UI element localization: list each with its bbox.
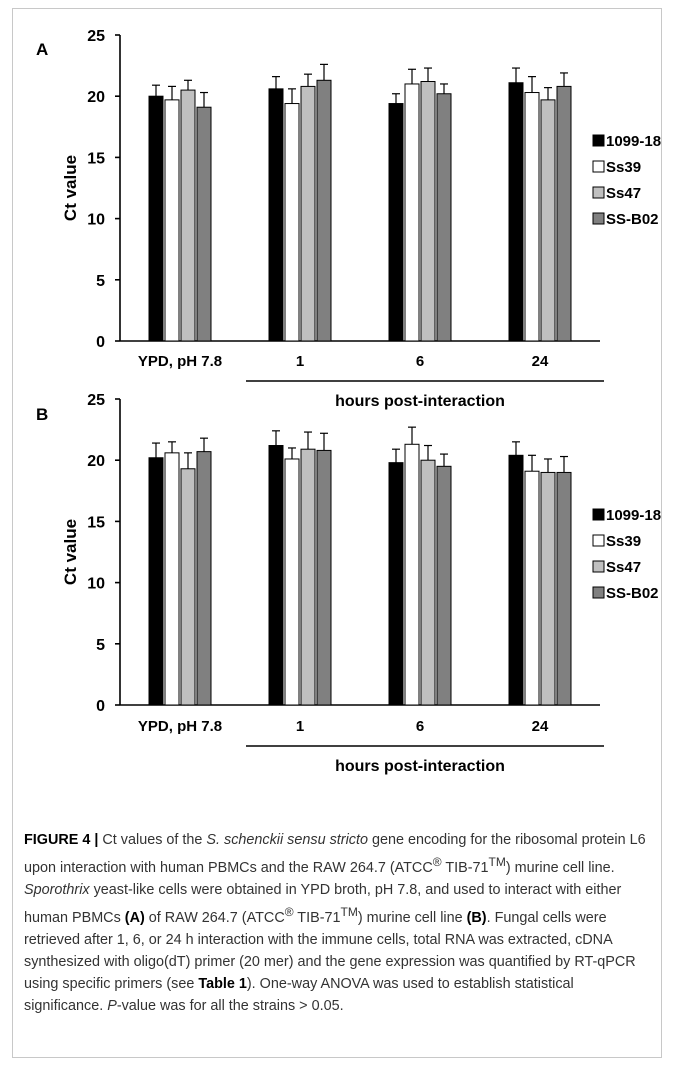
caption-text: . Fungal cells were retrieved after 1, 6… (24, 909, 636, 992)
bar (556, 85, 572, 342)
bar (316, 79, 332, 342)
bar (316, 449, 332, 706)
x-tick-label: 24 (532, 718, 549, 735)
bar (196, 106, 212, 342)
legend-swatch (592, 586, 605, 599)
caption-p: P (107, 997, 117, 1014)
caption-text: -value was for all the strains > 0.05. (116, 997, 344, 1014)
y-axis-title: Ct value (61, 155, 80, 221)
bar (196, 451, 212, 706)
x-tick-label: 24 (532, 353, 549, 370)
caption-text: ). One-way ANOVA was used to establish s… (24, 975, 574, 1014)
legend-label: SS-B02 (606, 211, 659, 228)
bar (508, 82, 524, 342)
bar (300, 448, 316, 706)
bar (524, 470, 540, 706)
caption-text: Ct values of the (98, 832, 207, 848)
bar (284, 103, 300, 342)
bar (180, 89, 196, 342)
y-tick-label: 0 (96, 334, 105, 351)
bar (420, 459, 436, 706)
caption-panel-ref-b: (B) (466, 909, 487, 926)
y-tick-label: 15 (87, 150, 105, 167)
bar (508, 454, 524, 706)
x-tick-label: 1 (296, 718, 304, 735)
bar (540, 471, 556, 706)
legend-swatch (592, 186, 605, 199)
bar (540, 99, 556, 342)
legend-label: Ss39 (606, 159, 641, 176)
bar (300, 85, 316, 342)
bar (556, 471, 572, 706)
legend-label: Ss47 (606, 185, 641, 202)
x-tick-label: 6 (416, 353, 424, 370)
y-tick-label: 25 (87, 28, 105, 45)
x-tick-label: YPD, pH 7.8 (138, 718, 222, 735)
legend-label: 1099-18 (606, 507, 661, 524)
bar (404, 443, 420, 706)
caption-figure-label: FIGURE 4 | (24, 832, 99, 848)
panel-label: B (36, 405, 48, 424)
bar (268, 88, 284, 342)
bar (284, 458, 300, 706)
bar (436, 93, 452, 342)
figure-caption: FIGURE 4 | Ct values of the S. schenckii… (24, 829, 654, 1017)
legend-swatch (592, 212, 605, 225)
y-tick-label: 10 (87, 212, 105, 229)
bar (180, 468, 196, 706)
y-tick-label: 0 (96, 698, 105, 715)
caption-trademark: TM (488, 855, 506, 869)
x-axis-title: hours post-interaction (335, 393, 505, 410)
bar (268, 445, 284, 706)
caption-text: TIB-71 (293, 909, 341, 926)
bar (148, 457, 164, 706)
legend-swatch (592, 160, 605, 173)
caption-text: yeast-like cells were obtained in YPD br… (24, 881, 622, 926)
caption-text: of RAW 264.7 (ATCC (144, 909, 285, 926)
y-tick-label: 5 (96, 273, 105, 290)
bar (404, 83, 420, 342)
bar (388, 103, 404, 342)
y-tick-label: 20 (87, 89, 105, 106)
caption-text: ) murine cell line (357, 909, 467, 926)
y-tick-label: 10 (87, 576, 105, 593)
caption-genus: Sporothrix (24, 881, 90, 898)
bar (436, 465, 452, 706)
y-tick-label: 25 (87, 392, 105, 409)
panel-label: A (36, 40, 48, 59)
x-tick-label: 6 (416, 718, 424, 735)
x-tick-label: 1 (296, 353, 304, 370)
legend-swatch (592, 534, 605, 547)
y-tick-label: 15 (87, 514, 105, 531)
bar (388, 462, 404, 706)
caption-trademark: TM (340, 904, 358, 919)
y-tick-label: 5 (96, 637, 105, 654)
legend-swatch (592, 560, 605, 573)
caption-text: TIB-71 (441, 859, 489, 876)
bar (524, 92, 540, 342)
caption-text: gene encoding for the ribosomal protein … (24, 832, 646, 876)
caption-text: ) murine cell line. (505, 859, 615, 876)
legend-label: Ss47 (606, 559, 641, 576)
y-axis-title: Ct value (61, 519, 80, 585)
caption-registered-mark: ® (432, 855, 442, 869)
bar (148, 95, 164, 342)
legend-label: Ss39 (606, 533, 641, 550)
figure-frame (12, 8, 662, 1058)
caption-registered-mark: ® (284, 904, 294, 919)
legend-label: 1099-18 (606, 133, 661, 150)
y-tick-label: 20 (87, 453, 105, 470)
bar (164, 99, 180, 342)
bar (420, 81, 436, 342)
caption-panel-ref-a: (A) (124, 909, 145, 926)
bar (164, 452, 180, 706)
x-tick-label: YPD, pH 7.8 (138, 353, 222, 370)
x-axis-title: hours post-interaction (335, 758, 505, 775)
caption-species: S. schenckii sensu stricto (206, 832, 368, 848)
caption-table-ref: Table 1 (198, 975, 247, 992)
legend-swatch (592, 508, 605, 521)
legend-label: SS-B02 (606, 585, 659, 602)
legend-swatch (592, 134, 605, 147)
